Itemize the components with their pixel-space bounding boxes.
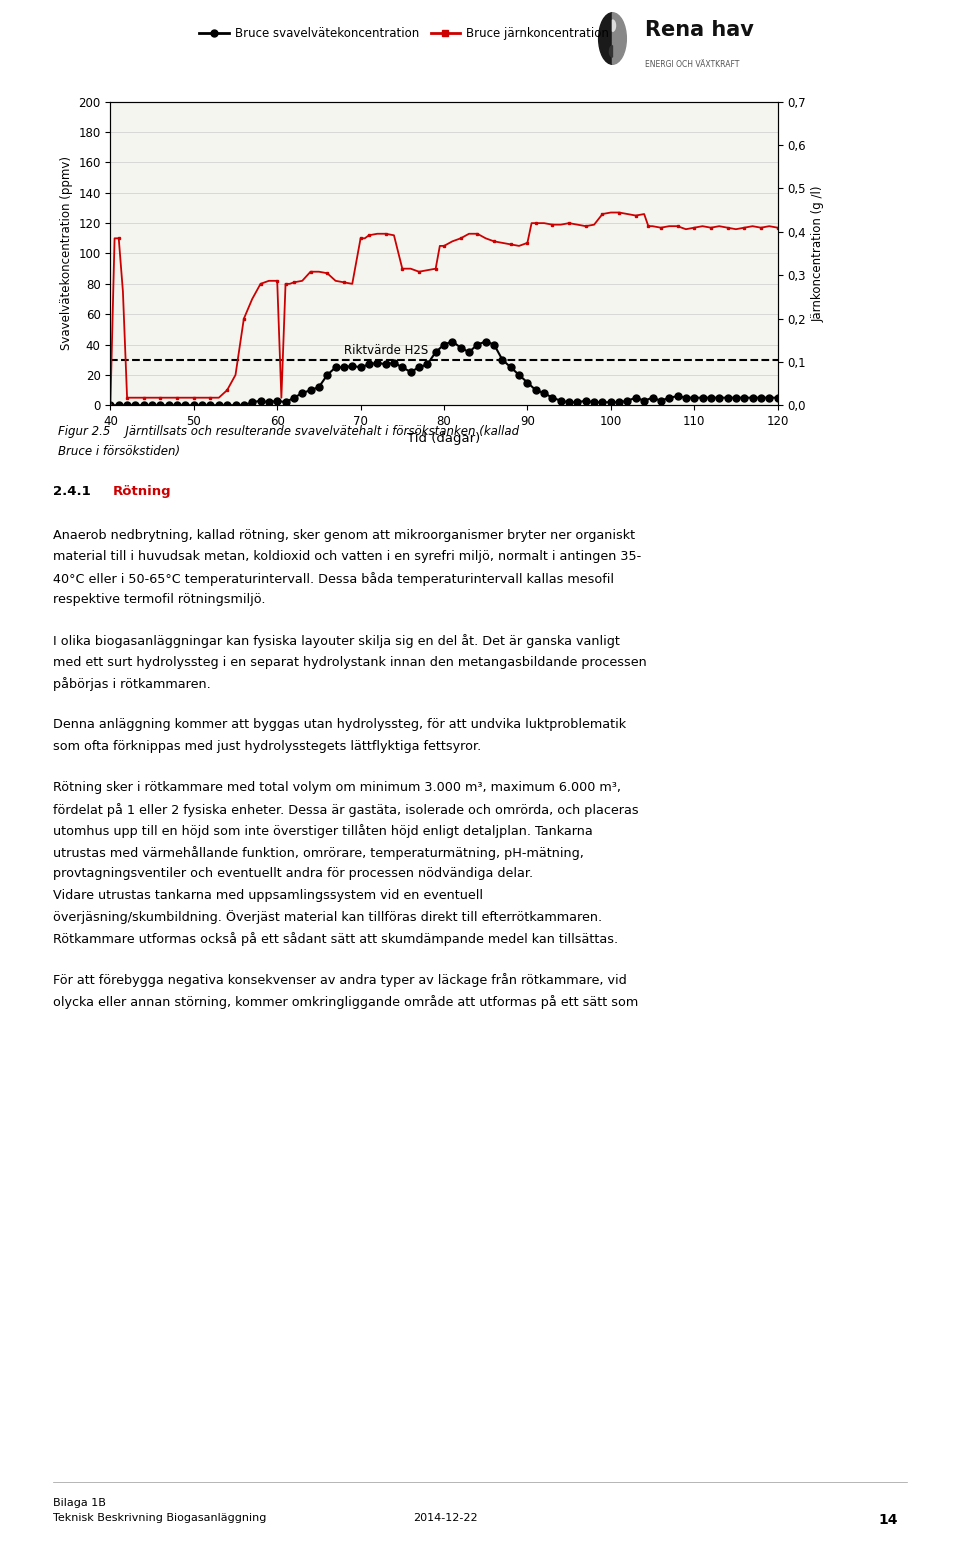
Text: Rötning sker i rötkammare med total volym om minimum 3.000 m³, maximum 6.000 m³,: Rötning sker i rötkammare med total voly… [53, 781, 621, 794]
Wedge shape [612, 20, 615, 31]
Text: ENERGI OCH VÄXTKRAFT: ENERGI OCH VÄXTKRAFT [645, 60, 740, 69]
Text: Denna anläggning kommer att byggas utan hydrolyssteg, för att undvika luktproble: Denna anläggning kommer att byggas utan … [53, 718, 626, 732]
Text: som ofta förknippas med just hydrolysstegets lättflyktiga fettsyror.: som ofta förknippas med just hydrolysste… [53, 740, 481, 754]
Y-axis label: Svavelvätekoncentration (ppmv): Svavelvätekoncentration (ppmv) [60, 157, 73, 350]
Text: 14: 14 [878, 1513, 898, 1527]
Text: Bilaga 1B: Bilaga 1B [53, 1498, 106, 1507]
Text: fördelat på 1 eller 2 fysiska enheter. Dessa är gastäta, isolerade och omrörda, : fördelat på 1 eller 2 fysiska enheter. D… [53, 803, 638, 817]
Text: Figur 2.5    Järntillsats och resulterande svavelvätehalt i försökstanken (kalla: Figur 2.5 Järntillsats och resulterande … [58, 425, 518, 438]
Wedge shape [610, 46, 612, 57]
X-axis label: Tid (dagar): Tid (dagar) [407, 431, 481, 445]
Wedge shape [612, 12, 626, 65]
Text: provtagningsventiler och eventuellt andra för processen nödvändiga delar.: provtagningsventiler och eventuellt andr… [53, 868, 533, 880]
Text: Teknisk Beskrivning Biogasanläggning: Teknisk Beskrivning Biogasanläggning [53, 1513, 266, 1523]
Text: överjäsning/skumbildning. Överjäst material kan tillföras direkt till efterrötka: överjäsning/skumbildning. Överjäst mater… [53, 911, 602, 925]
Text: Anaerob nedbrytning, kallad rötning, sker genom att mikroorganismer bryter ner o: Anaerob nedbrytning, kallad rötning, ske… [53, 529, 635, 541]
Text: utrustas med värmehållande funktion, omrörare, temperaturmätning, pH-mätning,: utrustas med värmehållande funktion, omr… [53, 846, 584, 860]
Text: Rötning: Rötning [112, 485, 171, 498]
Text: Vidare utrustas tankarna med uppsamlingssystem vid en eventuell: Vidare utrustas tankarna med uppsamlings… [53, 889, 483, 901]
Text: material till i huvudsak metan, koldioxid och vatten i en syrefri miljö, normalt: material till i huvudsak metan, koldioxi… [53, 550, 641, 562]
Y-axis label: Järnkoncentration (g /l): Järnkoncentration (g /l) [811, 185, 825, 322]
Text: I olika biogasanläggningar kan fysiska layouter skilja sig en del åt. Det är gan: I olika biogasanläggningar kan fysiska l… [53, 635, 619, 649]
Text: 2014-12-22: 2014-12-22 [413, 1513, 477, 1523]
Text: påbörjas i rötkammaren.: påbörjas i rötkammaren. [53, 678, 210, 692]
Text: För att förebygga negativa konsekvenser av andra typer av läckage från rötkammar: För att förebygga negativa konsekvenser … [53, 972, 627, 986]
Text: Riktvärde H2S: Riktvärde H2S [344, 344, 428, 356]
Text: olycka eller annan störning, kommer omkringliggande område att utformas på ett s: olycka eller annan störning, kommer omkr… [53, 994, 638, 1008]
Text: Rötkammare utformas också på ett sådant sätt att skumdämpande medel kan tillsätt: Rötkammare utformas också på ett sådant … [53, 932, 618, 946]
Text: 2.4.1: 2.4.1 [53, 485, 90, 498]
Text: utomhus upp till en höjd som inte överstiger tillåten höjd enligt detaljplan. Ta: utomhus upp till en höjd som inte överst… [53, 824, 592, 838]
Text: med ett surt hydrolyssteg i en separat hydrolystank innan den metangasbildande p: med ett surt hydrolyssteg i en separat h… [53, 656, 646, 669]
Text: respektive termofil rötningsmiljö.: respektive termofil rötningsmiljö. [53, 593, 265, 606]
Wedge shape [599, 12, 612, 65]
Text: 40°C eller i 50-65°C temperaturintervall. Dessa båda temperaturintervall kallas : 40°C eller i 50-65°C temperaturintervall… [53, 572, 613, 586]
Legend: Bruce svavelvätekoncentration, Bruce järnkoncentration: Bruce svavelvätekoncentration, Bruce jär… [194, 23, 613, 45]
Text: Rena hav: Rena hav [645, 20, 755, 40]
Text: Bruce i försökstiden): Bruce i försökstiden) [58, 445, 180, 458]
